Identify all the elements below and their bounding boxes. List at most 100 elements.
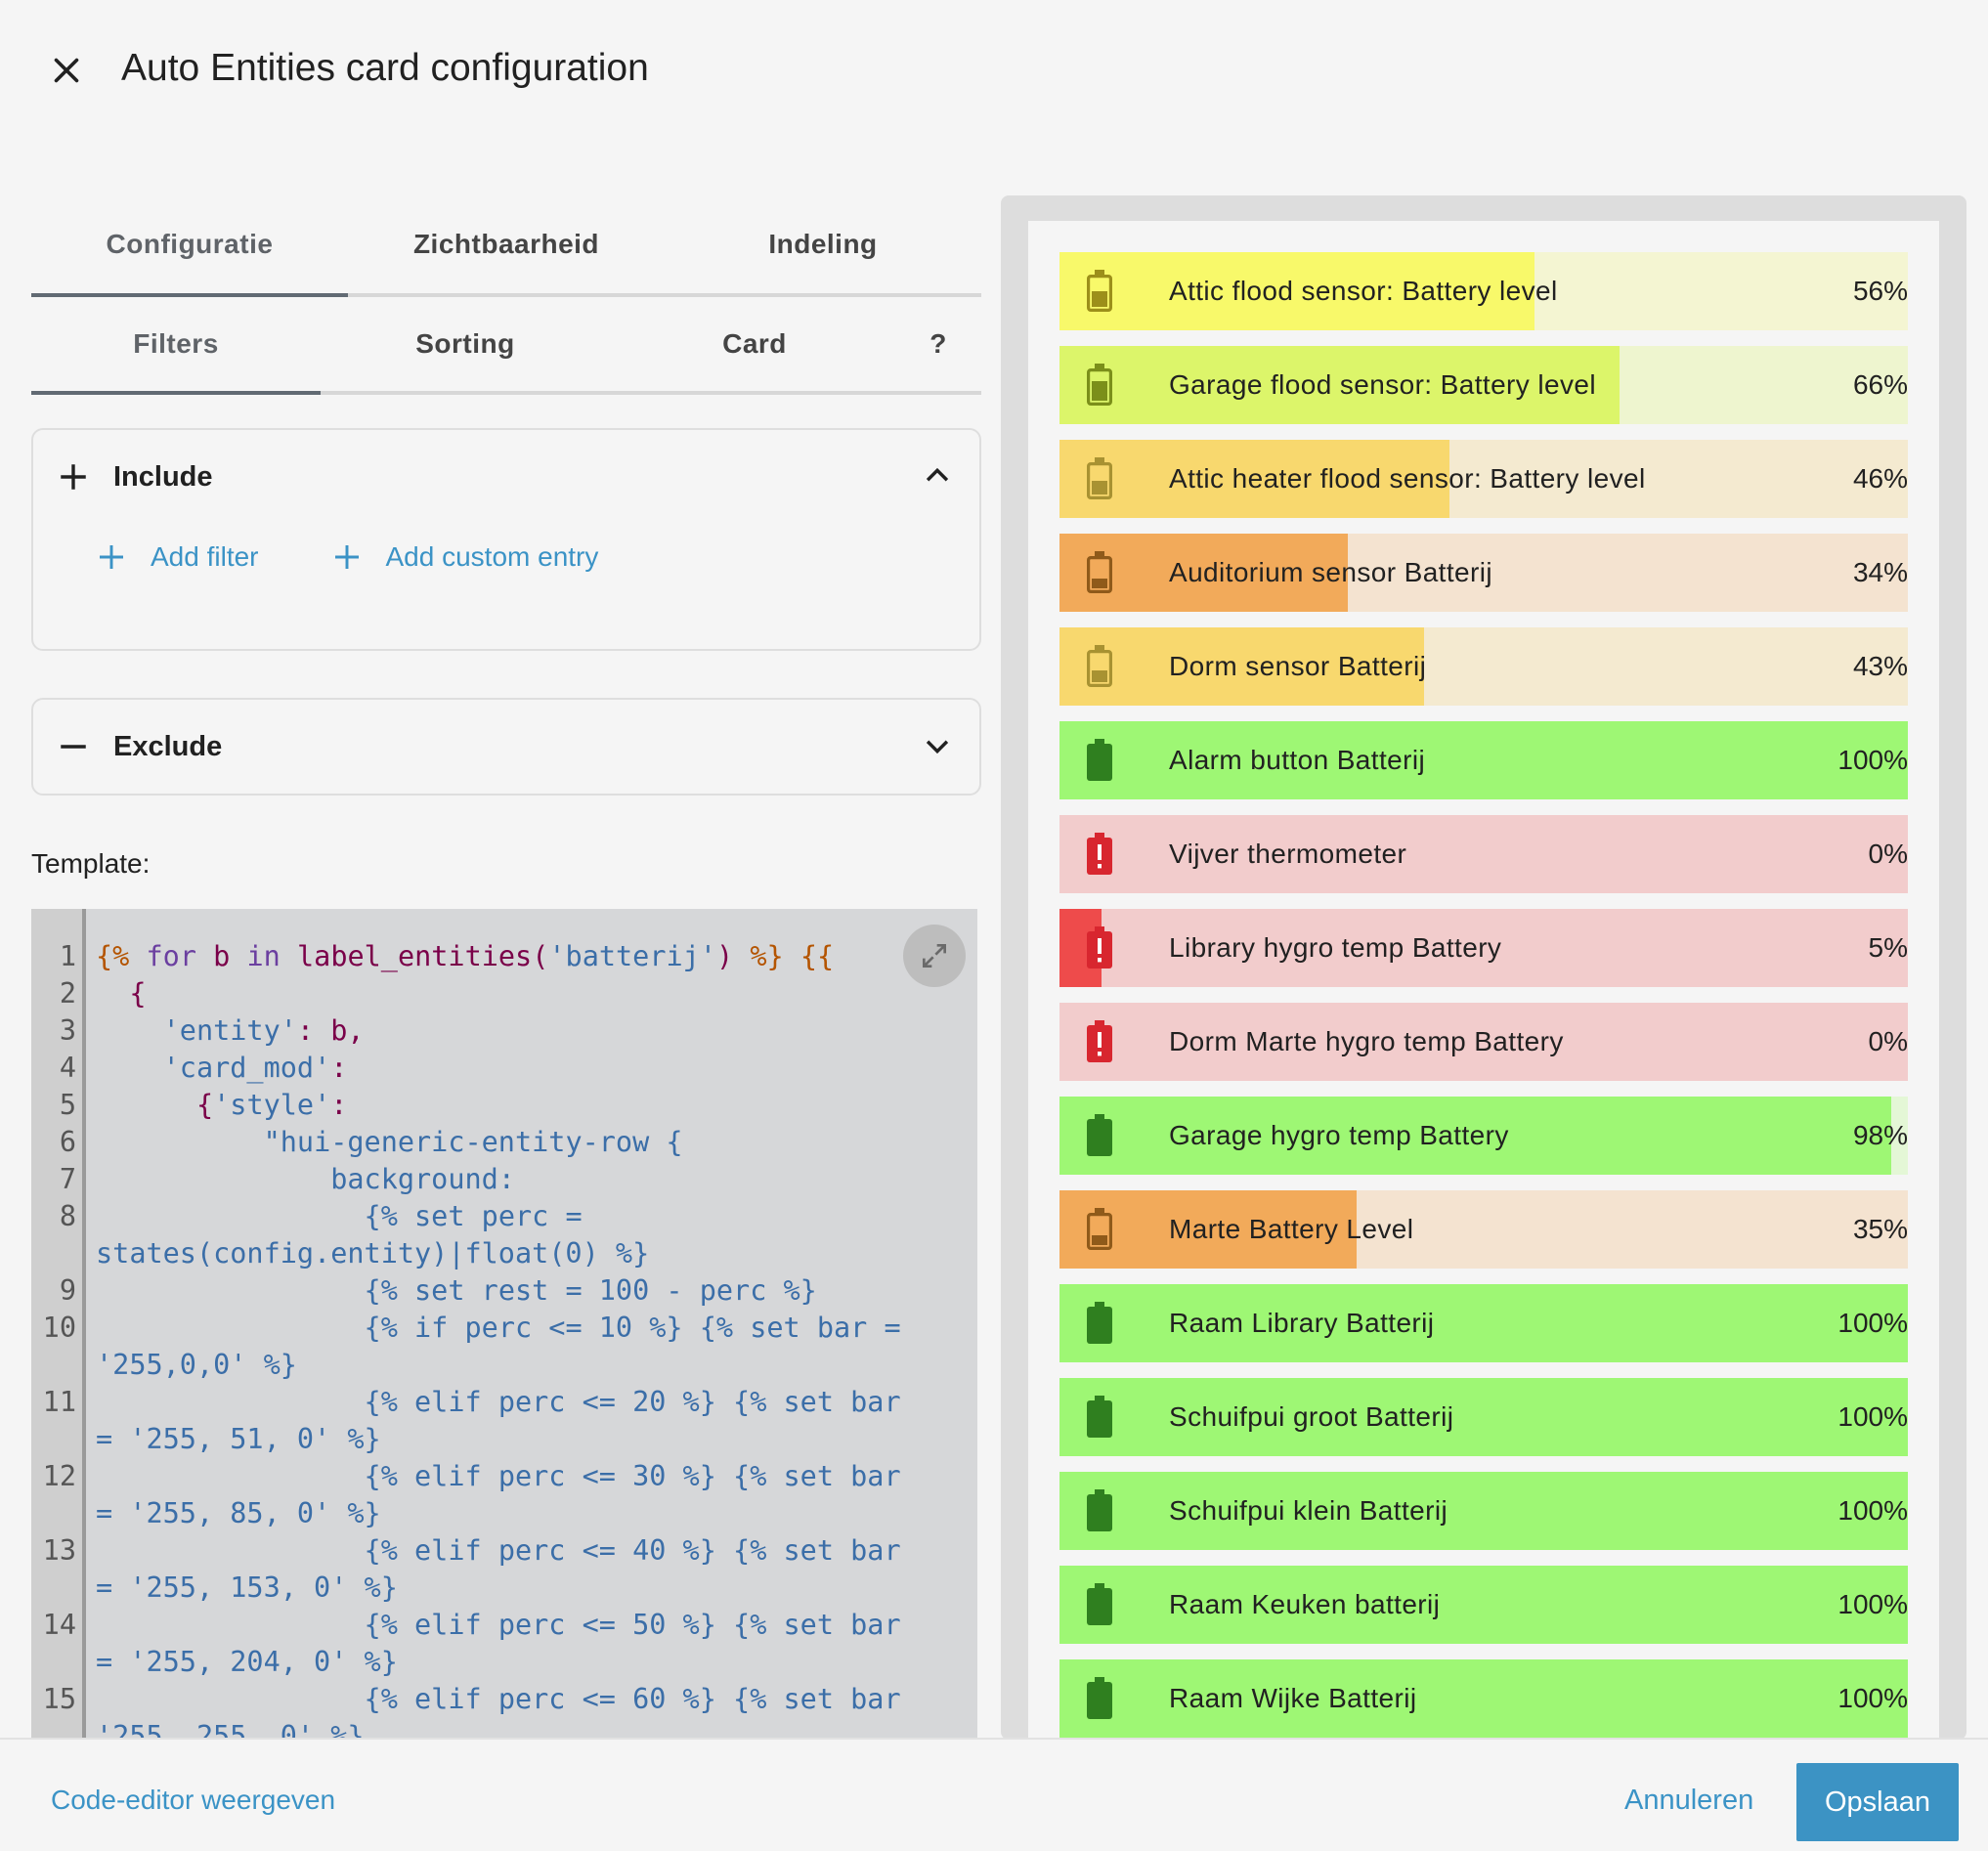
close-icon bbox=[54, 58, 79, 83]
entity-row[interactable]: Garage flood sensor: Battery level 66% bbox=[1059, 346, 1908, 424]
plus-icon bbox=[334, 545, 359, 569]
code-line: 1 {% for b in label_entities('batterij') … bbox=[31, 938, 977, 975]
entity-value: 100% bbox=[1837, 1308, 1908, 1338]
code-text: {% elif perc <= 50 %} {% set bar bbox=[364, 1609, 901, 1641]
battery-icon bbox=[1087, 1114, 1112, 1156]
code-lines: 1 {% for b in label_entities('batterij') … bbox=[31, 938, 977, 1740]
exclude-header[interactable]: Exclude bbox=[33, 700, 979, 794]
battery-icon bbox=[1086, 1208, 1112, 1250]
battery-bar bbox=[1059, 534, 1349, 612]
include-panel: Include Add filter Add custom entry bbox=[31, 428, 981, 651]
expand-button[interactable] bbox=[903, 925, 966, 987]
code-text: = '255, 153, 0' %} bbox=[96, 1571, 398, 1604]
code-text: background: bbox=[330, 1163, 515, 1195]
battery-bar bbox=[1059, 1097, 1891, 1175]
add-custom-entry-button[interactable]: Add custom entry bbox=[331, 541, 598, 573]
entity-row[interactable]: Schuifpui groot Batterij 100% bbox=[1059, 1378, 1908, 1456]
entity-name: Raam Keuken batterij bbox=[1169, 1589, 1441, 1619]
line-number: 9 bbox=[59, 1274, 76, 1307]
battery-bar bbox=[1059, 440, 1450, 518]
entity-name: Garage flood sensor: Battery level bbox=[1169, 369, 1596, 400]
line-number: 15 bbox=[42, 1683, 76, 1715]
code-text: "hui-generic-entity-row { bbox=[263, 1126, 683, 1158]
tab-indeling[interactable]: Indeling bbox=[768, 229, 878, 259]
line-number: 8 bbox=[59, 1200, 76, 1232]
tab-filters[interactable]: Filters bbox=[31, 297, 321, 395]
battery-bar bbox=[1059, 721, 1908, 799]
cancel-button[interactable]: Annuleren bbox=[1624, 1785, 1754, 1816]
battery-icon bbox=[1087, 1302, 1112, 1344]
battery-icon bbox=[1086, 270, 1112, 312]
tab-sorting[interactable]: Sorting bbox=[415, 328, 515, 359]
entity-row[interactable]: Auditorium sensor Batterij 34% bbox=[1059, 534, 1908, 612]
battery-alert-icon bbox=[1087, 926, 1112, 969]
tab-help[interactable]: ? bbox=[929, 328, 947, 359]
entity-name: Raam Wijke Batterij bbox=[1169, 1683, 1417, 1713]
include-label: Include bbox=[113, 460, 213, 493]
code-text: {% elif perc <= 40 %} {% set bar bbox=[364, 1534, 901, 1567]
entity-row[interactable]: Raam Library Batterij 100% bbox=[1059, 1284, 1908, 1362]
entity-name: Schuifpui groot Batterij bbox=[1169, 1401, 1454, 1432]
entity-row[interactable]: Marte Battery Level 35% bbox=[1059, 1190, 1908, 1269]
battery-rest bbox=[1059, 815, 1908, 893]
code-line: '255,0,0' %} bbox=[31, 1347, 977, 1384]
code-line: 8 {% set perc = bbox=[31, 1198, 977, 1235]
code-line: 14 {% elif perc <= 50 %} {% set bar bbox=[31, 1607, 977, 1644]
code-line: = '255, 204, 0' %} bbox=[31, 1644, 977, 1681]
tab-configuratie[interactable]: Configuratie bbox=[31, 195, 348, 297]
battery-icon bbox=[1086, 457, 1112, 499]
entity-row[interactable]: Library hygro temp Battery 5% bbox=[1059, 909, 1908, 987]
code-text: = '255, 85, 0' %} bbox=[96, 1497, 381, 1529]
entity-row[interactable]: Vijver thermometer 0% bbox=[1059, 815, 1908, 893]
include-header[interactable]: Include bbox=[33, 430, 979, 524]
entity-row[interactable]: Dorm Marte hygro temp Battery 0% bbox=[1059, 1003, 1908, 1081]
code-text: = '255, 51, 0' %} bbox=[96, 1423, 381, 1455]
save-button[interactable]: Opslaan bbox=[1796, 1763, 1959, 1841]
chevron-down-icon[interactable] bbox=[921, 729, 954, 762]
dialog-footer: Code-editor weergeven Annuleren Opslaan bbox=[0, 1738, 1988, 1851]
tab-zichtbaarheid[interactable]: Zichtbaarheid bbox=[412, 229, 600, 259]
entity-row[interactable]: Garage hygro temp Battery 98% bbox=[1059, 1097, 1908, 1175]
entity-name: Vijver thermometer bbox=[1169, 839, 1407, 869]
line-number: 12 bbox=[42, 1460, 76, 1492]
line-number: 5 bbox=[59, 1089, 76, 1121]
entity-row[interactable]: Schuifpui klein Batterij 100% bbox=[1059, 1472, 1908, 1550]
entity-row[interactable]: Attic heater flood sensor: Battery level… bbox=[1059, 440, 1908, 518]
battery-icon bbox=[1087, 739, 1112, 781]
entity-row[interactable]: Alarm button Batterij 100% bbox=[1059, 721, 1908, 799]
code-text: = '255, 204, 0' %} bbox=[96, 1646, 398, 1678]
code-line: = '255, 51, 0' %} bbox=[31, 1421, 977, 1458]
code-line: 4 'card_mod': bbox=[31, 1050, 977, 1087]
entity-row[interactable]: Dorm sensor Batterij 43% bbox=[1059, 627, 1908, 706]
code-line: 3 'entity': b, bbox=[31, 1012, 977, 1050]
entity-row[interactable]: Attic flood sensor: Battery level 56% bbox=[1059, 252, 1908, 330]
close-button[interactable] bbox=[39, 43, 94, 98]
code-text: 'card_mod': bbox=[162, 1052, 348, 1084]
entity-value: 100% bbox=[1837, 1401, 1908, 1432]
entity-name: Attic flood sensor: Battery level bbox=[1169, 276, 1558, 306]
sub-tabs: Filters Sorting Card ? bbox=[31, 297, 981, 395]
line-number: 6 bbox=[59, 1126, 76, 1158]
entity-row[interactable]: Raam Wijke Batterij 100% bbox=[1059, 1659, 1908, 1738]
entity-name: Dorm Marte hygro temp Battery bbox=[1169, 1026, 1564, 1056]
entity-value: 0% bbox=[1868, 1026, 1908, 1056]
code-line: '255, 255, 0' %} bbox=[31, 1718, 977, 1740]
entity-value: 46% bbox=[1852, 463, 1908, 494]
battery-bar bbox=[1059, 1659, 1908, 1738]
line-number: 3 bbox=[59, 1014, 76, 1047]
battery-alert-icon bbox=[1087, 833, 1112, 875]
template-label: Template: bbox=[31, 848, 151, 879]
chevron-up-icon[interactable] bbox=[921, 459, 954, 493]
entity-value: 56% bbox=[1852, 276, 1908, 306]
entity-value: 34% bbox=[1852, 557, 1908, 587]
battery-icon bbox=[1087, 1677, 1112, 1719]
code-line: 11 {% elif perc <= 20 %} {% set bar bbox=[31, 1384, 977, 1421]
entity-row[interactable]: Raam Keuken batterij 100% bbox=[1059, 1566, 1908, 1644]
entity-value: 100% bbox=[1837, 1495, 1908, 1526]
template-code-editor[interactable]: 1 {% for b in label_entities('batterij') … bbox=[31, 909, 977, 1740]
tab-card[interactable]: Card bbox=[722, 328, 787, 359]
add-filter-button[interactable]: Add filter bbox=[96, 541, 259, 573]
code-line: = '255, 85, 0' %} bbox=[31, 1495, 977, 1532]
line-number: 7 bbox=[59, 1163, 76, 1195]
code-editor-toggle-button[interactable]: Code-editor weergeven bbox=[51, 1785, 336, 1815]
